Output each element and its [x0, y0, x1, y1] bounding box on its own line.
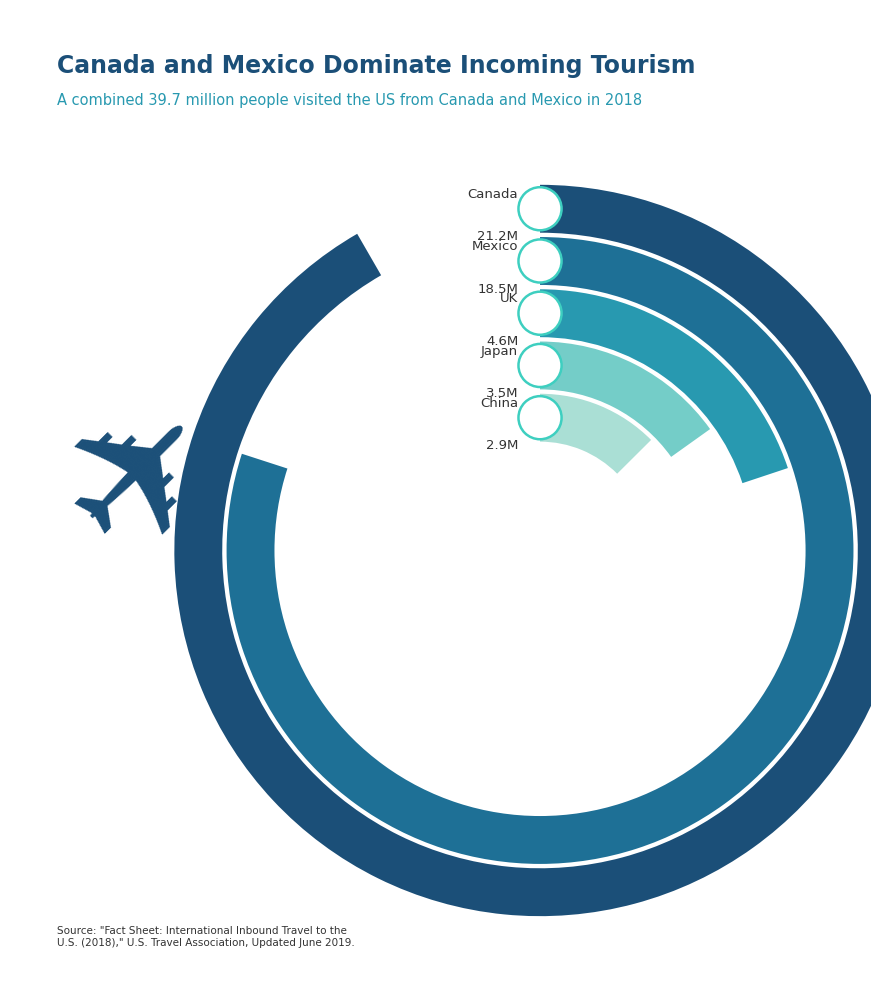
Text: Source: "Fact Sheet: International Inbound Travel to the
U.S. (2018)," U.S. Trav: Source: "Fact Sheet: International Inbou…	[57, 926, 354, 948]
Wedge shape	[540, 394, 652, 474]
Text: 4.6M: 4.6M	[486, 335, 518, 348]
Circle shape	[518, 292, 562, 335]
Circle shape	[518, 187, 562, 230]
Text: ✈: ✈	[28, 361, 260, 593]
Text: China: China	[480, 397, 518, 410]
Circle shape	[518, 396, 562, 439]
Text: 18.5M: 18.5M	[477, 283, 518, 296]
Wedge shape	[540, 341, 710, 457]
Text: 21.2M: 21.2M	[477, 230, 518, 244]
Wedge shape	[540, 289, 788, 484]
Text: Japan: Japan	[481, 345, 518, 358]
Circle shape	[518, 344, 562, 387]
Text: Canada: Canada	[468, 188, 518, 201]
Text: 3.5M: 3.5M	[486, 387, 518, 400]
Text: UK: UK	[500, 292, 518, 306]
Text: 2.9M: 2.9M	[486, 439, 518, 452]
Wedge shape	[174, 185, 871, 916]
Text: Mexico: Mexico	[472, 240, 518, 254]
Text: A combined 39.7 million people visited the US from Canada and Mexico in 2018: A combined 39.7 million people visited t…	[57, 93, 642, 108]
Text: Canada and Mexico Dominate Incoming Tourism: Canada and Mexico Dominate Incoming Tour…	[57, 54, 695, 78]
Wedge shape	[226, 237, 854, 864]
Circle shape	[518, 240, 562, 282]
